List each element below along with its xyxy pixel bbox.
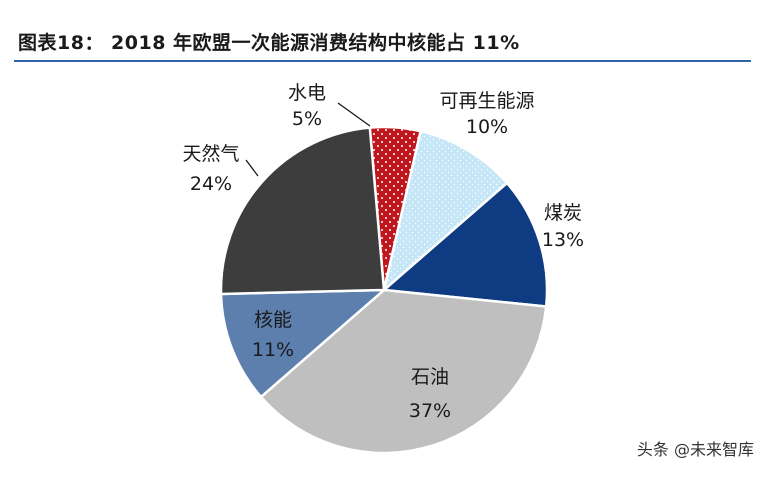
slice-nuclear — [219, 288, 388, 399]
label-coal-value: 13% — [542, 229, 584, 251]
label-oil-value: 37% — [409, 400, 451, 422]
slice-oil — [259, 288, 548, 455]
label-nuclear-name: 核能 — [254, 309, 292, 331]
leader-line-gas — [245, 159, 259, 177]
slice-gas — [219, 126, 386, 296]
title-underline — [14, 60, 751, 62]
label-coal-name: 煤炭 — [544, 202, 582, 224]
label-oil-name: 石油 — [411, 366, 449, 388]
label-nuclear-value: 11% — [252, 339, 294, 361]
label-hydro-value: 5% — [292, 108, 322, 130]
chart-title: 图表18： 2018 年欧盟一次能源消费结构中核能占 11% — [18, 32, 520, 54]
slice-coal — [380, 181, 549, 308]
label-renewable-name: 可再生能源 — [439, 90, 534, 112]
slice-renewable — [381, 129, 509, 294]
label-hydro-name: 水电 — [288, 82, 326, 104]
label-renewable-value: 10% — [466, 116, 508, 138]
label-gas-value: 24% — [190, 173, 232, 195]
watermark: 头条 @未来智库 — [636, 440, 754, 459]
label-gas-name: 天然气 — [182, 143, 239, 165]
leader-line-hydro — [337, 102, 371, 127]
